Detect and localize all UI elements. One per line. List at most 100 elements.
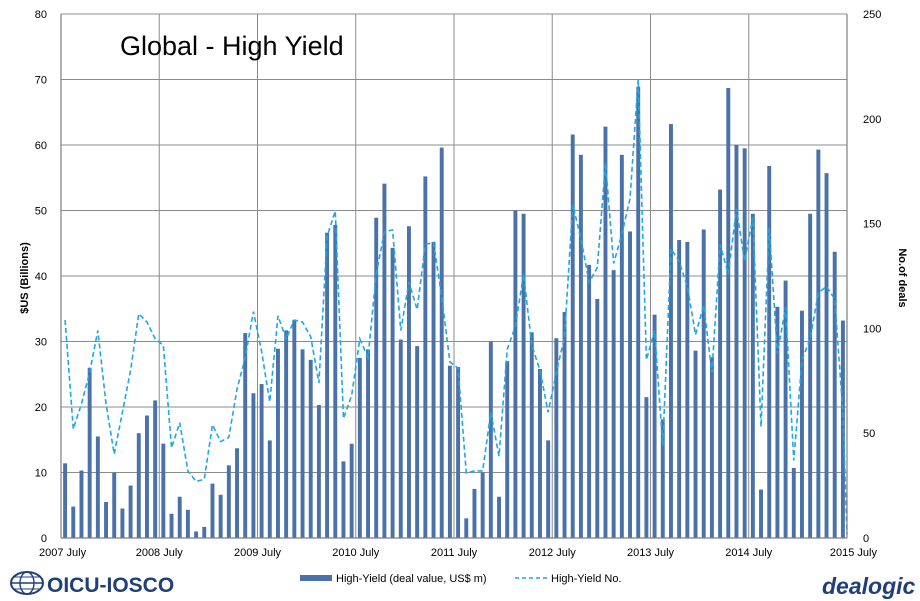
bar [431, 241, 436, 538]
bar [529, 332, 534, 538]
bar [366, 349, 370, 538]
bar [136, 433, 141, 538]
bar [456, 367, 461, 538]
bar [79, 470, 84, 538]
bar [243, 332, 248, 538]
bar [497, 496, 501, 538]
bar [251, 393, 256, 538]
bar [341, 461, 346, 538]
bar [644, 397, 649, 538]
y2-tick-label: 100 [863, 323, 881, 335]
bar [71, 506, 76, 538]
bar [161, 443, 166, 538]
bar [800, 310, 804, 538]
bar [505, 361, 510, 538]
bar [407, 226, 411, 538]
y2-tick-label: 250 [863, 9, 881, 21]
bar [611, 270, 616, 538]
bar [267, 440, 272, 538]
bar [259, 384, 264, 538]
globe-icon [10, 571, 44, 595]
bar [652, 314, 657, 538]
bar [292, 319, 297, 538]
bar [333, 224, 338, 538]
bar [734, 145, 739, 538]
y-tick-label: 20 [35, 402, 47, 414]
bar [685, 241, 690, 538]
bar [709, 357, 714, 538]
bar [538, 369, 542, 538]
bar [816, 149, 821, 538]
y-tick-label: 30 [35, 337, 47, 349]
bar [382, 183, 387, 538]
bar [603, 126, 608, 538]
bar [562, 312, 567, 538]
bar [693, 350, 698, 538]
x-tick-label: 2015 July [830, 547, 878, 559]
bar [120, 508, 125, 538]
dealogic-logo: dealogic [822, 573, 916, 599]
bar [169, 513, 174, 538]
bar [726, 88, 731, 538]
bar [104, 501, 108, 538]
legend-label-bar: High-Yield (deal value, US$ m) [336, 573, 487, 585]
bar [128, 485, 133, 538]
bar [808, 213, 813, 538]
x-tick-label: 2011 July [431, 547, 478, 559]
iosco-logo-text: OICU-IOSCO [47, 574, 174, 597]
bar [153, 400, 158, 538]
bar-series [63, 86, 845, 539]
y2-tick-label: 50 [863, 428, 875, 440]
x-tick-label: 2014 July [725, 547, 773, 559]
iosco-logo: OICU-IOSCO [10, 571, 174, 597]
line-path [64, 78, 848, 534]
bar [783, 280, 788, 538]
bar [775, 306, 780, 538]
bar [791, 467, 796, 538]
bar [824, 173, 829, 539]
bar [759, 489, 763, 538]
x-tick-label: 2009 July [234, 547, 282, 559]
bar [636, 86, 641, 538]
bar [276, 348, 280, 538]
y-tick-label: 0 [41, 533, 47, 545]
bar [619, 154, 624, 538]
bar [63, 463, 68, 538]
bar [439, 147, 444, 538]
legend-label-line: High-Yield No. [551, 573, 622, 585]
bar [202, 526, 207, 538]
bar [185, 509, 190, 538]
bar [374, 217, 379, 538]
axes [60, 13, 848, 539]
bar [488, 341, 493, 538]
y2-tick-label: 200 [863, 114, 881, 126]
y2-tick-label: 0 [863, 533, 869, 545]
bar [423, 176, 428, 538]
bar [308, 359, 313, 538]
bar [660, 419, 665, 538]
bar [357, 357, 362, 538]
bar [398, 339, 403, 538]
bar [415, 346, 420, 538]
tick-labels: 0 10 20 30 40 50 60 70 80 0 50 100 150 200 250 2007 Jul… [35, 9, 882, 559]
bar [521, 213, 526, 538]
y-tick-label: 10 [35, 468, 47, 480]
bar [570, 134, 575, 538]
y-tick-label: 70 [35, 75, 47, 87]
y-axis-title: $US (Billions) [19, 242, 31, 314]
bar [349, 443, 354, 538]
bar [87, 367, 92, 538]
bar [210, 483, 215, 538]
bar [742, 148, 747, 538]
bar [480, 472, 485, 538]
y2-tick-label: 150 [863, 219, 881, 231]
bar [390, 247, 395, 538]
bar [194, 531, 199, 538]
bar [595, 298, 600, 538]
legend-swatch-bar [300, 575, 332, 581]
bar [767, 165, 772, 538]
bar [554, 338, 559, 538]
bar [325, 232, 330, 538]
bar [316, 405, 321, 538]
